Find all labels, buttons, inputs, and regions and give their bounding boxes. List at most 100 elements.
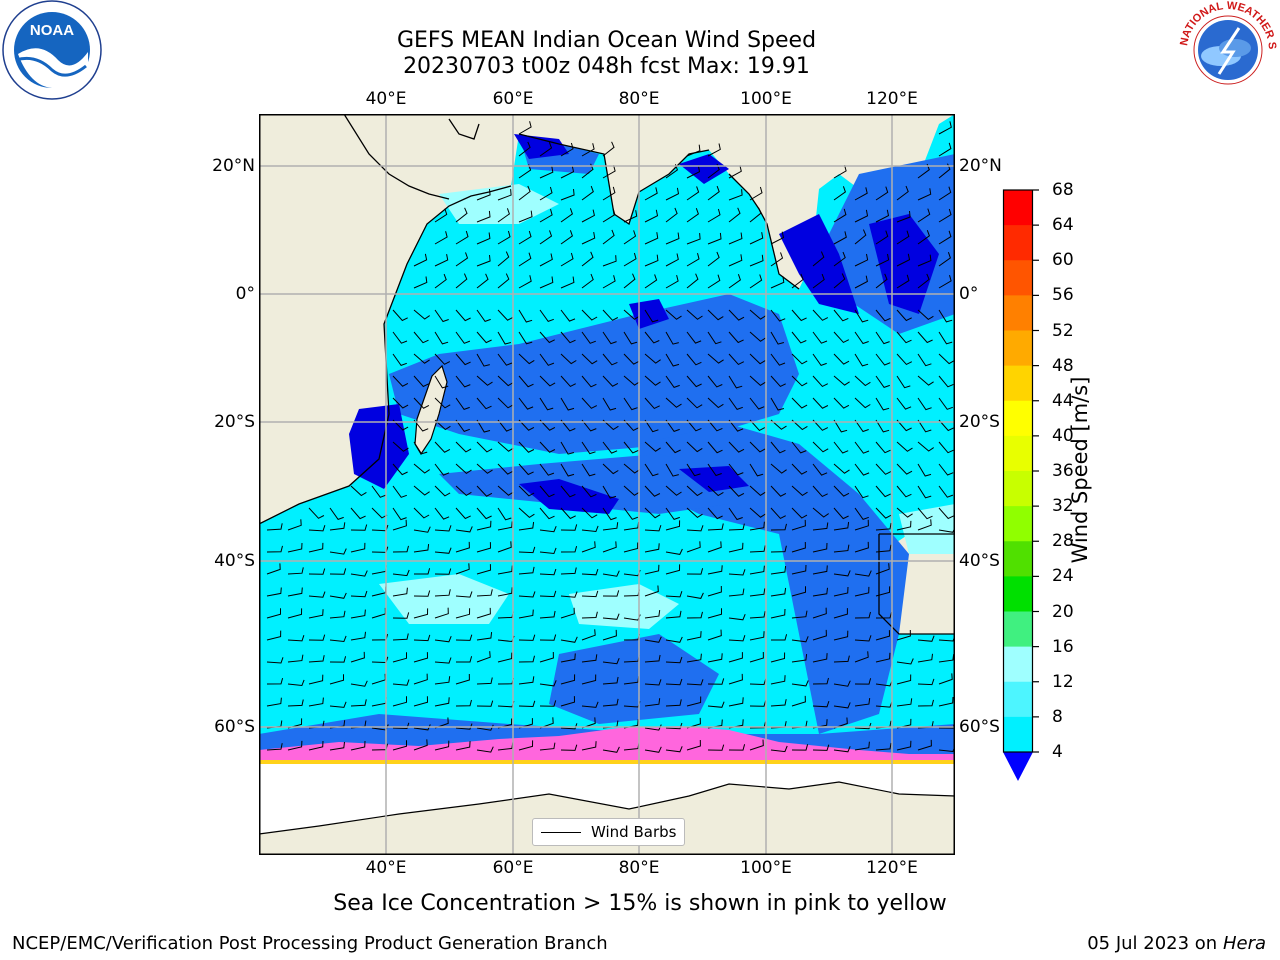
- wind-barb: [749, 700, 767, 707]
- wind-barb: [665, 591, 683, 598]
- wind-barb: [518, 441, 535, 453]
- wind-barb: [539, 441, 556, 453]
- wind-barb: [917, 208, 931, 223]
- wind-barb: [455, 634, 473, 641]
- wind-barb: [707, 331, 722, 345]
- wind-barb: [896, 353, 913, 366]
- wind-barb: [791, 309, 807, 322]
- wind-barb: [434, 397, 451, 409]
- wind-barb: [476, 210, 491, 223]
- wind-barb: [728, 542, 744, 553]
- wind-barb: [518, 230, 532, 245]
- wind-barb: [875, 273, 888, 289]
- wind-barb: [896, 441, 913, 452]
- wind-barb: [413, 590, 431, 597]
- wind-barb: [812, 353, 827, 366]
- colorbar-bin: [1003, 190, 1033, 226]
- wind-barb: [686, 441, 703, 453]
- wind-barb: [518, 419, 535, 431]
- colorbar-bin: [1003, 400, 1033, 437]
- colorbar-label: Wind Speed [m/s]: [1068, 376, 1092, 564]
- wind-barb: [812, 565, 828, 575]
- wind-barb: [812, 251, 825, 267]
- lon-label-top-40e: 40°E: [365, 89, 407, 109]
- wind-barb: [644, 654, 661, 663]
- lon-label-top-100e: 100°E: [740, 89, 792, 109]
- wind-barb: [728, 588, 745, 597]
- noaa-logo: NOAA: [2, 0, 102, 100]
- wind-barb: [749, 565, 765, 575]
- wind-barb: [455, 563, 470, 575]
- wind-barb: [539, 186, 553, 201]
- footer-host: Hera: [1222, 933, 1266, 954]
- wind-barb: [560, 507, 576, 520]
- wind-barb: [413, 441, 428, 455]
- wind-barb: [602, 590, 620, 597]
- wind-barb: [581, 590, 599, 598]
- wind-barb: [455, 673, 470, 685]
- colorbar-bin: [1003, 681, 1033, 718]
- wind-barb: [308, 591, 326, 598]
- wind-barb: [833, 463, 850, 474]
- wind-barb: [686, 507, 703, 519]
- wind-barb: [938, 507, 954, 520]
- wind-barb: [644, 331, 660, 344]
- wind-barb: [560, 441, 575, 455]
- wind-barb: [581, 419, 597, 432]
- wind-barb: [518, 591, 536, 598]
- wind-barb: [413, 724, 431, 731]
- wind-barb: [456, 656, 473, 663]
- wind-barb: [938, 274, 952, 289]
- wind-barb: [749, 375, 766, 387]
- wind-barb: [476, 254, 491, 267]
- wind-barb: [707, 629, 722, 641]
- wind-barb: [875, 186, 889, 201]
- wind-barb: [833, 702, 851, 709]
- colorbar-tick-label: 8: [1052, 706, 1063, 727]
- wind-barb: [602, 698, 619, 707]
- wind-barb: [434, 441, 451, 453]
- wind-barb: [812, 485, 828, 498]
- wind-barb: [833, 419, 848, 433]
- wind-barb: [686, 485, 703, 497]
- wind-barb: [539, 680, 557, 687]
- wind-barb: [833, 586, 849, 597]
- wind-barb: [728, 635, 746, 642]
- wind-barb: [476, 507, 492, 520]
- wind-barb: [392, 353, 407, 367]
- wind-barb: [602, 658, 620, 665]
- wind-barb: [329, 674, 344, 685]
- wind-barb: [770, 699, 787, 707]
- wind-barb: [497, 251, 510, 267]
- wind-barb: [350, 485, 367, 497]
- wind-barb: [665, 636, 683, 643]
- wind-barb: [665, 699, 682, 707]
- wind-barb: [686, 252, 700, 267]
- wind-barb: [770, 485, 787, 497]
- colorbar-tick-label: 32: [1052, 496, 1074, 517]
- colorbar-extend-triangle: [1003, 752, 1033, 781]
- wind-barb: [581, 273, 594, 289]
- wind-barb: [644, 209, 659, 223]
- wind-barb: [560, 674, 576, 685]
- wind-barb: [875, 630, 891, 641]
- wind-barb: [749, 588, 766, 597]
- wind-barb: [749, 507, 766, 518]
- wind-barb: [707, 309, 724, 321]
- wind-barb: [350, 699, 367, 707]
- wind-barb: [791, 610, 808, 619]
- lon-label-bottom-100e: 100°E: [740, 858, 792, 878]
- wind-barb: [833, 507, 849, 520]
- colorbar: [1002, 189, 1039, 781]
- wind-barb: [749, 611, 766, 619]
- wind-barb: [665, 331, 679, 345]
- wind-barb: [434, 636, 452, 643]
- wind-barb: [812, 441, 829, 453]
- wind-barb: [581, 611, 598, 619]
- wind-barb: [770, 231, 785, 245]
- wind-barb: [308, 609, 324, 619]
- wind-barb: [476, 564, 492, 575]
- wind-barb: [287, 654, 304, 663]
- wind-barb: [497, 375, 514, 387]
- colorbar-bin: [1003, 716, 1033, 753]
